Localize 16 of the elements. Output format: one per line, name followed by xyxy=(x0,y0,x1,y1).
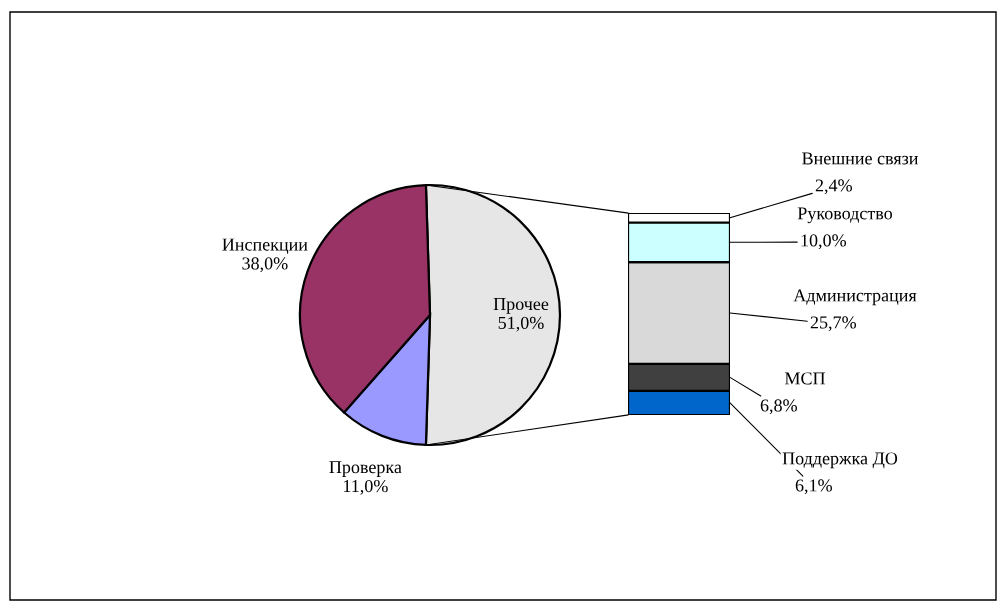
data-label: 25,7% xyxy=(810,316,857,332)
text: Поддержка ДО xyxy=(782,452,898,469)
text: Администрация xyxy=(793,289,917,306)
text: Внешние связи xyxy=(802,152,919,165)
slice-label: Инспекции xyxy=(222,238,308,254)
slice-label: Проверка xyxy=(329,461,402,477)
data-label: 6,8% xyxy=(760,399,797,415)
data-label: 11,0% xyxy=(344,479,388,495)
data-label: 6,1% xyxy=(795,479,832,495)
data-label: 10,0% xyxy=(801,234,847,250)
slice-label: Прочее xyxy=(493,298,549,314)
data-label: 38,0% xyxy=(242,257,288,273)
text: Руководство xyxy=(797,207,893,224)
text: МСП xyxy=(784,372,826,385)
data-label: 2,4% xyxy=(815,179,852,195)
data-label: 51,0% xyxy=(498,316,544,332)
